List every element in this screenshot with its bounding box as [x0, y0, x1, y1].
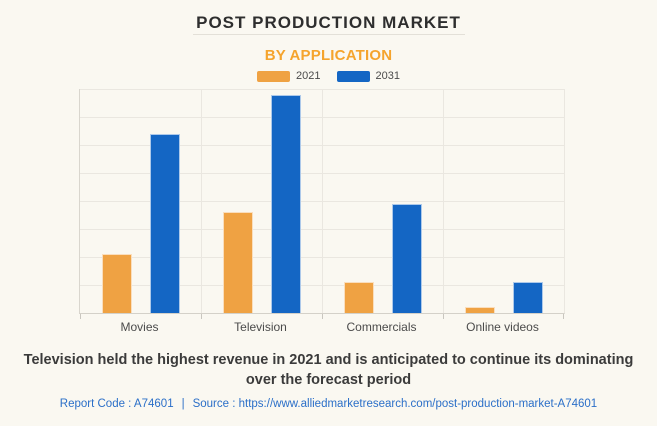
bar-movies-2021[interactable]: [101, 254, 132, 313]
bar-commercials-2031[interactable]: [391, 203, 422, 313]
x-label-commercials: Commercials: [346, 320, 417, 334]
report-code: Report Code : A74601: [59, 398, 174, 410]
legend-label-2031: 2031: [375, 70, 400, 82]
bar-television-2021[interactable]: [222, 212, 253, 313]
x-label-online-videos: Online videos: [466, 320, 539, 334]
x-axis-tick: [563, 314, 564, 319]
source-link[interactable]: https://www.alliedmarketresearch.com/pos…: [238, 398, 598, 410]
x-label-television: Television: [234, 320, 287, 334]
summary-line-1: Television held the highest revenue in 2…: [23, 352, 634, 368]
legend-swatch-2031-icon: [336, 70, 370, 82]
legend-item-2021[interactable]: 2021: [257, 70, 321, 82]
v-gridline: [443, 89, 444, 313]
category-group-commercials: [322, 89, 443, 313]
chart-title: POST PRODUCTION MARKET: [196, 13, 461, 32]
x-axis-tick: [80, 314, 81, 319]
x-axis-tick: [322, 314, 323, 319]
v-gridline: [322, 89, 323, 313]
legend: 2021 2031: [0, 70, 657, 82]
plot-area: [79, 89, 565, 319]
source-prefix: Source :: [192, 398, 236, 410]
summary-line-2: over the forecast period: [245, 372, 412, 388]
chart-subtitle: BY APPLICATION: [264, 47, 393, 64]
legend-label-2021: 2021: [296, 70, 321, 82]
x-axis-tick: [443, 314, 444, 319]
summary-text: Television held the highest revenue in 2…: [0, 350, 657, 390]
bar-online-videos-2021[interactable]: [464, 307, 495, 313]
v-gridline: [201, 89, 202, 313]
report-line: Report Code : A74601 | Source : https://ww…: [0, 398, 657, 410]
x-axis-tick: [201, 314, 202, 319]
x-axis-labels: Movies Television Commercials Online videos: [79, 320, 563, 334]
legend-item-2031[interactable]: 2031: [336, 70, 400, 82]
report-separator: |: [181, 398, 185, 410]
bar-online-videos-2031[interactable]: [512, 282, 543, 313]
category-group-movies: [80, 89, 201, 313]
bar-television-2031[interactable]: [270, 94, 301, 313]
title-divider: [193, 34, 465, 35]
legend-swatch-2021-icon: [257, 70, 291, 82]
x-label-movies: Movies: [120, 320, 159, 334]
bar-movies-2031[interactable]: [149, 133, 180, 313]
bar-commercials-2021[interactable]: [343, 282, 374, 313]
category-group-online-videos: [443, 89, 564, 313]
category-group-television: [201, 89, 322, 313]
